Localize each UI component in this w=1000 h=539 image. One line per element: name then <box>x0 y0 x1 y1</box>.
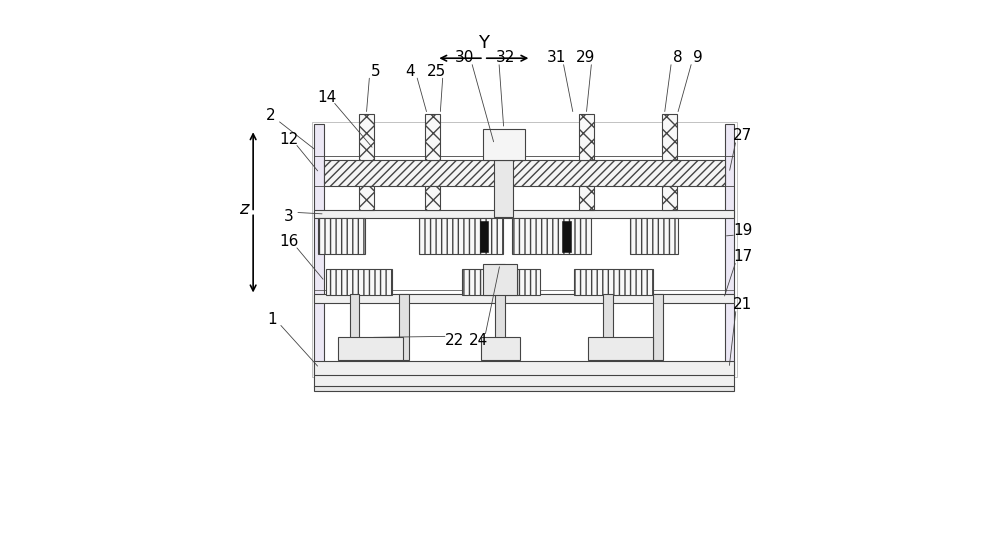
Bar <box>350 294 359 360</box>
Text: 5: 5 <box>371 64 381 79</box>
Text: 25: 25 <box>427 64 446 79</box>
Text: 2: 2 <box>266 108 276 123</box>
Bar <box>318 218 365 254</box>
Bar <box>399 294 409 360</box>
Text: z: z <box>239 200 249 218</box>
Bar <box>314 294 734 303</box>
Text: 30: 30 <box>455 50 475 65</box>
Bar <box>562 221 571 252</box>
Bar <box>338 337 403 360</box>
Bar <box>483 264 517 295</box>
Bar <box>725 124 734 375</box>
Bar <box>588 337 653 360</box>
Bar <box>314 361 734 375</box>
Bar <box>630 218 678 254</box>
Text: 21: 21 <box>733 297 752 312</box>
Bar <box>494 160 513 217</box>
Bar <box>359 186 374 210</box>
Bar <box>462 270 540 295</box>
Bar <box>579 114 594 160</box>
Bar <box>512 218 591 254</box>
Text: 8: 8 <box>673 50 683 65</box>
Text: 19: 19 <box>733 223 752 238</box>
Bar <box>603 294 613 360</box>
Bar <box>425 114 440 160</box>
Bar <box>419 218 503 254</box>
Bar <box>662 186 677 210</box>
Text: 32: 32 <box>496 50 515 65</box>
Bar <box>359 114 374 160</box>
Text: 17: 17 <box>733 249 752 264</box>
Text: 16: 16 <box>279 234 298 249</box>
Bar <box>326 270 392 295</box>
Text: 12: 12 <box>279 132 298 147</box>
Text: 27: 27 <box>733 128 752 143</box>
Bar <box>314 156 734 186</box>
Text: 3: 3 <box>284 209 294 224</box>
Text: 31: 31 <box>547 50 566 65</box>
Text: 4: 4 <box>405 64 415 79</box>
Text: 1: 1 <box>268 312 277 327</box>
Bar <box>324 160 725 186</box>
Bar <box>314 386 734 391</box>
Text: 22: 22 <box>445 333 464 348</box>
Bar <box>481 337 520 360</box>
Bar <box>574 270 653 295</box>
Bar <box>314 210 734 218</box>
Bar <box>480 221 488 252</box>
Bar <box>483 129 525 160</box>
Bar <box>314 374 734 387</box>
Text: 24: 24 <box>469 333 488 348</box>
Text: 14: 14 <box>317 89 336 105</box>
Bar <box>495 264 505 360</box>
Bar <box>653 294 663 360</box>
Bar <box>579 186 594 210</box>
Text: 29: 29 <box>575 50 595 65</box>
Bar <box>425 186 440 210</box>
Text: 9: 9 <box>693 50 703 65</box>
Bar <box>312 122 737 377</box>
Bar <box>314 124 324 375</box>
Bar <box>662 114 677 160</box>
Text: Y: Y <box>478 34 489 52</box>
